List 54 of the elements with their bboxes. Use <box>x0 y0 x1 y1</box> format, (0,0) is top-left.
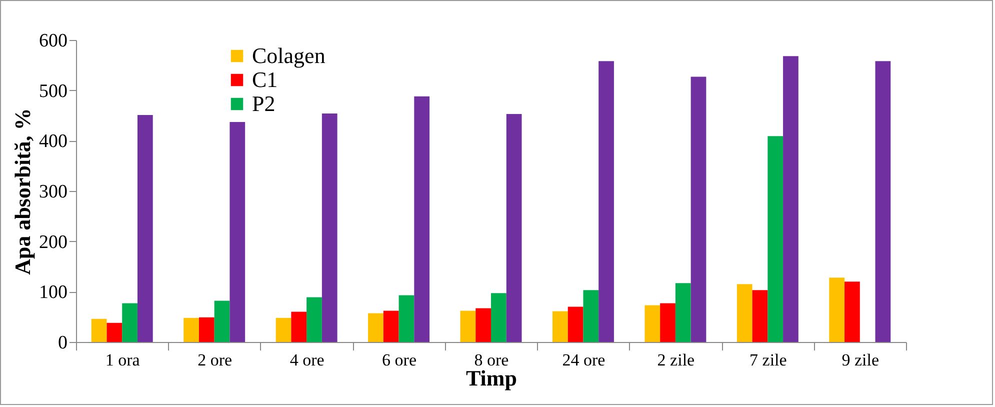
bar <box>783 56 798 342</box>
bar <box>552 311 568 342</box>
y-tick-label: 300 <box>39 182 68 202</box>
y-tick-label: 200 <box>39 232 68 253</box>
bar <box>137 114 153 342</box>
y-axis-title: Apa absorbită, % <box>10 108 35 275</box>
legend-label: Colagen <box>252 43 326 68</box>
bar <box>184 318 199 342</box>
x-tick-label: 1 ora <box>105 350 140 370</box>
bar <box>276 318 292 342</box>
bar <box>875 61 891 342</box>
y-tick-label: 500 <box>39 80 68 102</box>
bar <box>368 313 384 342</box>
bar <box>291 312 307 342</box>
y-tick-label: 400 <box>39 131 68 152</box>
bar <box>829 278 845 342</box>
bar <box>491 293 506 342</box>
bar <box>414 96 430 342</box>
x-tick-label: 9 zile <box>842 350 880 370</box>
bar <box>660 303 676 342</box>
bar <box>736 284 752 342</box>
x-tick-label: 2 zile <box>657 350 695 370</box>
bar <box>506 114 522 342</box>
bar <box>214 300 230 342</box>
bar <box>122 303 138 342</box>
bar <box>398 295 414 342</box>
x-tick-label: 7 zile <box>750 350 787 370</box>
bar <box>306 297 322 342</box>
bar <box>675 283 691 342</box>
bar <box>583 290 599 342</box>
bar <box>752 290 768 342</box>
bar <box>644 305 660 342</box>
bar <box>598 61 614 342</box>
legend-label: P2 <box>252 91 276 116</box>
y-tick-label: 600 <box>39 30 68 52</box>
legend-label: C1 <box>252 67 278 92</box>
bar <box>844 282 860 342</box>
x-tick-label: 4 ore <box>290 350 324 370</box>
bar <box>690 76 706 342</box>
bar <box>568 306 584 342</box>
bar <box>768 136 784 342</box>
bar <box>230 122 246 342</box>
x-tick-label: 2 ore <box>198 350 232 370</box>
bar <box>383 310 399 342</box>
x-tick-label: 24 ore <box>562 350 606 370</box>
bar <box>476 308 491 342</box>
y-tick-label: 100 <box>39 282 68 304</box>
y-tick-label: 0 <box>58 332 68 354</box>
bar <box>106 322 122 342</box>
bar <box>460 310 476 342</box>
x-tick-label: 6 ore <box>382 350 417 370</box>
bar <box>91 318 107 342</box>
bar <box>198 317 214 342</box>
bar <box>322 113 338 342</box>
